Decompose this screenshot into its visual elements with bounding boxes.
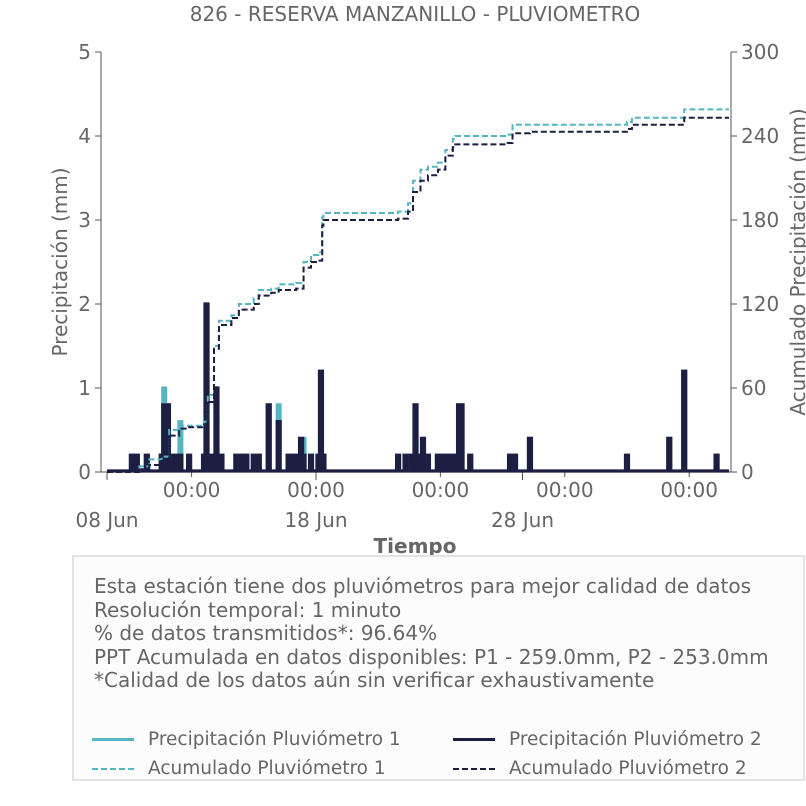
info-panel: Esta estación tiene dos pluviómetros par… bbox=[72, 555, 805, 781]
info-line-stations: Esta estación tiene dos pluviómetros par… bbox=[94, 574, 752, 598]
series-4-accumulated-line bbox=[107, 116, 729, 473]
info-text: Esta estación tiene dos pluviómetros par… bbox=[94, 574, 769, 693]
y-tick-label-right: 180 bbox=[741, 208, 779, 232]
y-tick-label-left: 4 bbox=[78, 124, 91, 148]
chart-series bbox=[106, 108, 730, 473]
info-line-accumulated: PPT Acumulada en datos disponibles: P1 -… bbox=[94, 644, 769, 669]
x-tick-label-minor: 00:00 bbox=[660, 478, 718, 502]
x-tick-label-major: 18 Jun bbox=[284, 508, 347, 532]
legend-swatch-acc2 bbox=[453, 767, 495, 770]
legend-swatch-p1 bbox=[92, 738, 134, 741]
series-3-accumulated-line bbox=[107, 108, 729, 473]
legend-swatch-acc1 bbox=[92, 767, 134, 770]
x-tick-label-minor: 00:00 bbox=[287, 478, 345, 502]
x-tick-label-major: 28 Jun bbox=[491, 508, 554, 532]
y-tick-label-left: 1 bbox=[78, 376, 91, 400]
legend-item-acc1: Acumulado Pluviómetro 1 bbox=[92, 758, 386, 779]
info-line-resolution: Resolución temporal: 1 minuto bbox=[94, 597, 402, 622]
y-tick-label-right: 300 bbox=[741, 40, 779, 64]
legend-label-p2: Precipitación Pluviómetro 2 bbox=[509, 729, 762, 750]
legend-label-acc1: Acumulado Pluviómetro 1 bbox=[148, 758, 386, 779]
legend-label-acc2: Acumulado Pluviómetro 2 bbox=[509, 758, 747, 779]
y-axis-label-right: Acumulado Precipitación (mm) bbox=[786, 108, 806, 415]
x-tick-label-minor: 00:00 bbox=[536, 478, 594, 502]
info-line-quality-note: *Calidad de los datos aún sin verificar … bbox=[94, 668, 655, 692]
legend-swatch-p2 bbox=[453, 738, 495, 741]
x-tick-label-major: 08 Jun bbox=[75, 508, 138, 532]
chart-title: 826 - RESERVA MANZANILLO - PLUVIOMETRO bbox=[190, 2, 641, 26]
y-tick-label-left: 3 bbox=[78, 208, 91, 232]
y-tick-label-right: 60 bbox=[741, 376, 766, 400]
y-tick-label-right: 120 bbox=[741, 292, 779, 316]
legend-item-p1: Precipitación Pluviómetro 1 bbox=[92, 729, 401, 750]
y-tick-label-left: 5 bbox=[78, 40, 91, 64]
info-line-transmitted: % de datos transmitidos*: 96.64% bbox=[94, 621, 438, 645]
y-tick-label-left: 0 bbox=[78, 460, 91, 484]
legend-item-acc2: Acumulado Pluviómetro 2 bbox=[453, 758, 747, 779]
legend-item-p2: Precipitación Pluviómetro 2 bbox=[453, 729, 762, 750]
y-tick-label-right: 0 bbox=[741, 460, 754, 484]
x-axis-label: Tiempo bbox=[374, 534, 457, 558]
x-tick-label-minor: 00:00 bbox=[163, 478, 221, 502]
series-2-precipitation-line bbox=[107, 302, 729, 473]
x-tick-label-minor: 00:00 bbox=[412, 478, 470, 502]
legend-label-p1: Precipitación Pluviómetro 1 bbox=[148, 729, 401, 750]
y-tick-label-left: 2 bbox=[78, 292, 91, 316]
y-tick-label-right: 240 bbox=[741, 124, 779, 148]
y-axis-label-left: Precipitación (mm) bbox=[48, 167, 72, 356]
